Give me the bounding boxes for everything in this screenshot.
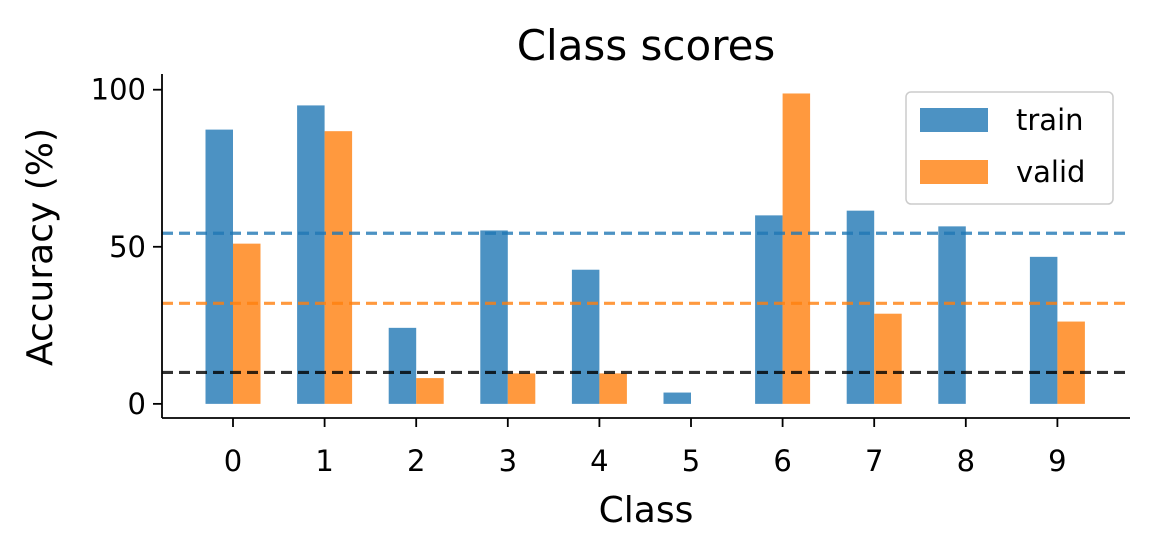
y-axis: 0 50 100 xyxy=(91,73,163,421)
x-axis: 0 1 2 3 4 5 6 7 8 9 xyxy=(162,417,1130,478)
y-tick-label-0: 0 xyxy=(128,387,146,421)
bar-valid-1 xyxy=(324,131,353,404)
bar-train-2 xyxy=(388,327,417,404)
bar-valid-6 xyxy=(782,93,811,404)
x-axis-label: Class xyxy=(599,490,694,531)
bar-train-9 xyxy=(1029,256,1058,404)
x-tick-label-6: 6 xyxy=(773,444,791,478)
bar-train-8 xyxy=(938,226,966,404)
y-axis-label: Accuracy (%) xyxy=(20,128,61,366)
bar-train-7 xyxy=(846,210,875,404)
legend-swatch-valid xyxy=(920,160,988,184)
bar-train-6 xyxy=(755,215,783,404)
bar-valid-2 xyxy=(416,378,444,404)
y-tick-label-50: 50 xyxy=(109,230,146,264)
x-tick-label-4: 4 xyxy=(590,444,608,478)
bar-train-4 xyxy=(571,269,600,404)
bar-valid-3 xyxy=(507,373,536,404)
chart-title: Class scores xyxy=(517,21,776,70)
bar-train-5 xyxy=(663,392,691,404)
legend-label-valid: valid xyxy=(1016,155,1085,189)
x-tick-label-0: 0 xyxy=(224,444,242,478)
x-tick-label-2: 2 xyxy=(407,444,425,478)
x-tick-label-7: 7 xyxy=(865,444,883,478)
x-tick-label-9: 9 xyxy=(1048,444,1066,478)
x-tick-label-8: 8 xyxy=(957,444,975,478)
y-tick-label-100: 100 xyxy=(91,73,146,107)
bar-valid-4 xyxy=(599,373,627,404)
bar-train-0 xyxy=(205,129,233,404)
bar-valid-9 xyxy=(1057,321,1085,404)
bar-valid-7 xyxy=(874,313,902,404)
plot-area xyxy=(162,93,1130,404)
legend-swatch-train xyxy=(920,108,988,132)
x-tick-label-5: 5 xyxy=(682,444,700,478)
bar-train-1 xyxy=(297,105,325,404)
bar-train-3 xyxy=(480,230,508,404)
x-tick-label-3: 3 xyxy=(499,444,517,478)
x-tick-label-1: 1 xyxy=(315,444,333,478)
legend: train valid xyxy=(905,91,1114,205)
bar-valid-0 xyxy=(233,243,261,404)
legend-label-train: train xyxy=(1016,103,1084,137)
